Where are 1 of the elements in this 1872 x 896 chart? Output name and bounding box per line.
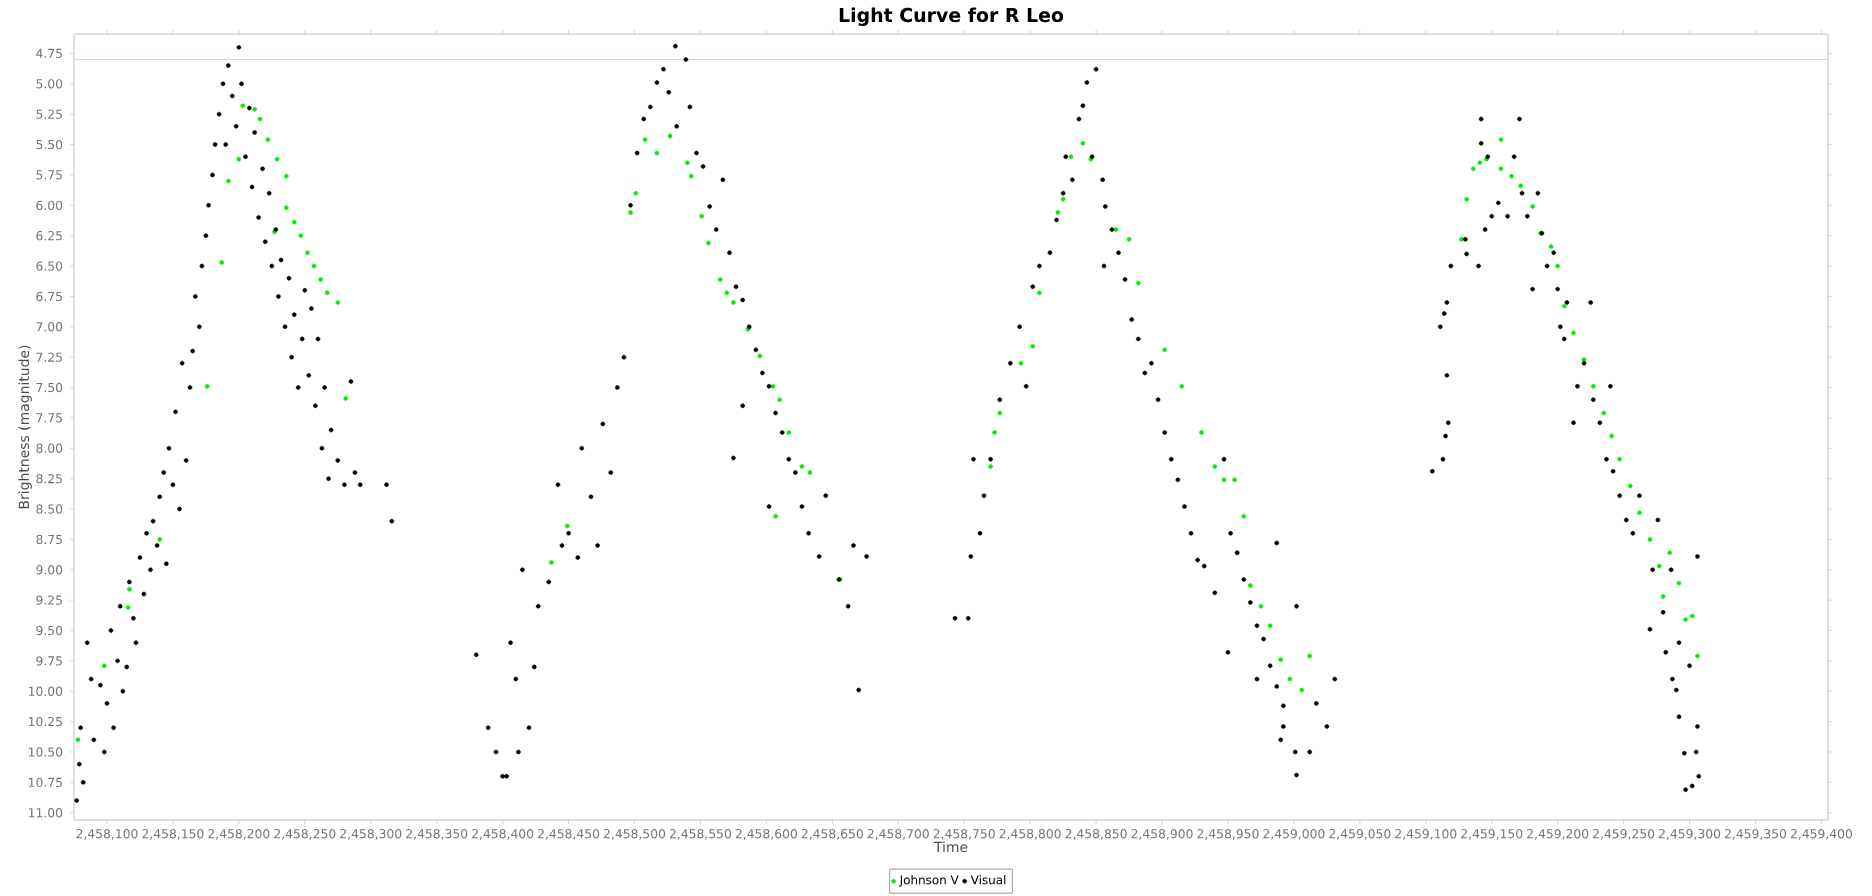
chart-title: Light Curve for R Leo xyxy=(839,7,1064,26)
